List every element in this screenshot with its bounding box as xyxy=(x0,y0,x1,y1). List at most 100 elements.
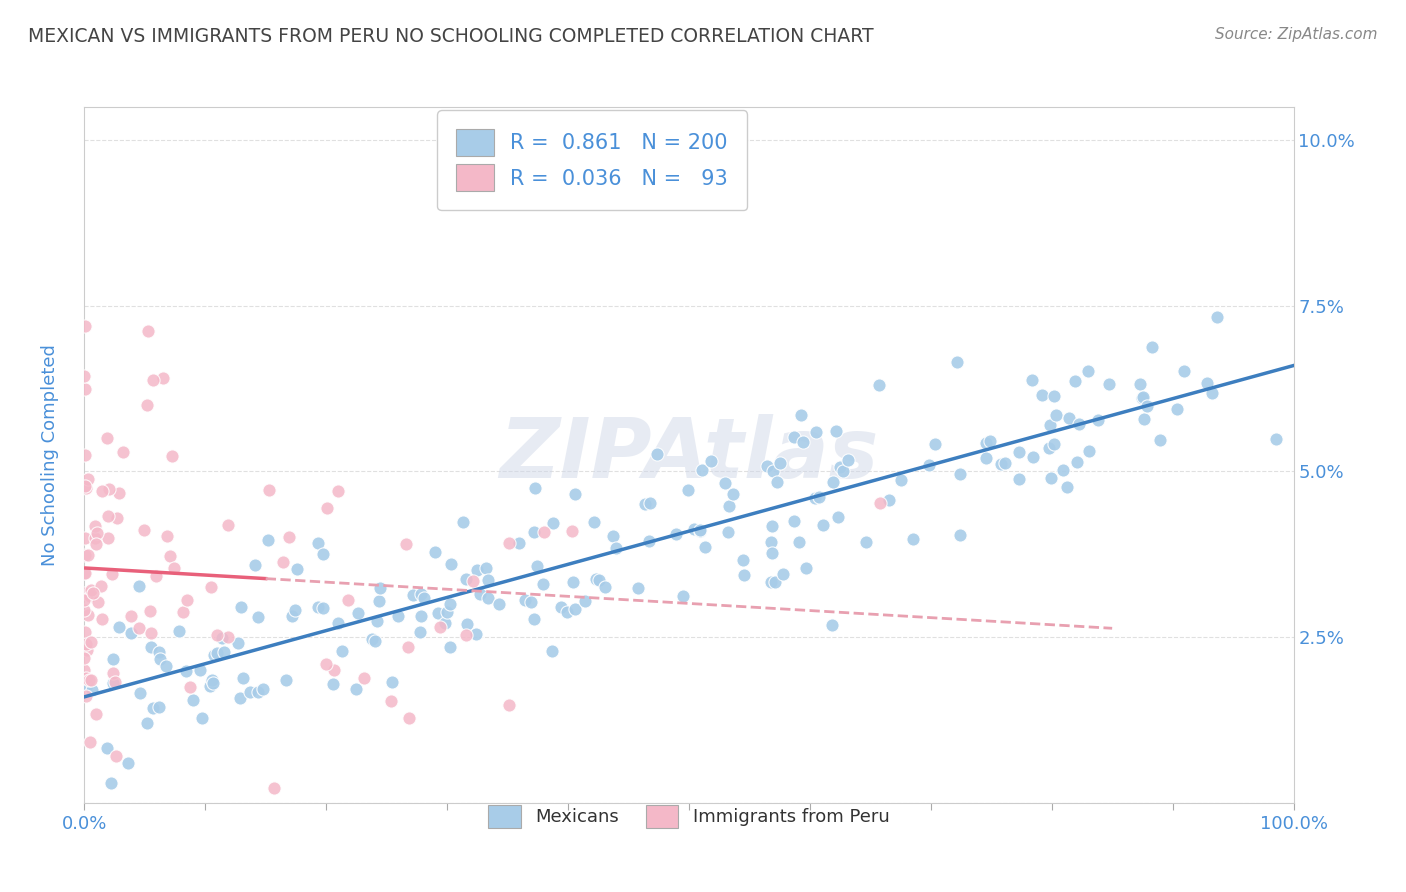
Point xyxy=(456,628,478,642)
Point xyxy=(821,475,844,489)
Point xyxy=(347,606,370,620)
Point xyxy=(380,694,402,708)
Point xyxy=(176,664,198,678)
Point xyxy=(638,534,661,549)
Point xyxy=(409,608,432,623)
Point xyxy=(366,614,388,628)
Point xyxy=(949,467,972,481)
Point xyxy=(101,652,124,666)
Point xyxy=(368,594,391,608)
Point xyxy=(183,693,205,707)
Point xyxy=(312,547,335,561)
Point xyxy=(557,605,579,619)
Point xyxy=(762,464,785,478)
Point xyxy=(75,548,97,562)
Point xyxy=(523,481,546,495)
Point xyxy=(1173,364,1195,378)
Point xyxy=(515,593,537,607)
Point xyxy=(90,612,112,626)
Point xyxy=(488,597,510,611)
Point xyxy=(243,558,266,573)
Point xyxy=(139,625,162,640)
Point xyxy=(84,518,107,533)
Point xyxy=(665,526,688,541)
Point xyxy=(100,776,122,790)
Point xyxy=(1066,455,1088,469)
Point xyxy=(152,371,174,385)
Point xyxy=(792,434,814,449)
Point xyxy=(689,523,711,537)
Point xyxy=(498,536,520,550)
Point xyxy=(117,756,139,770)
Point xyxy=(205,646,228,660)
Point xyxy=(212,645,235,659)
Point xyxy=(172,605,194,619)
Point xyxy=(436,605,458,619)
Point xyxy=(869,496,891,510)
Point xyxy=(257,483,280,498)
Point xyxy=(138,324,160,338)
Point xyxy=(311,601,333,615)
Point xyxy=(79,589,101,603)
Point xyxy=(86,525,108,540)
Point xyxy=(717,524,740,539)
Point xyxy=(811,518,834,533)
Point xyxy=(73,448,96,462)
Point xyxy=(831,464,853,478)
Point xyxy=(330,644,353,658)
Point xyxy=(80,673,103,687)
Point xyxy=(75,637,97,651)
Point xyxy=(602,529,624,543)
Point xyxy=(326,615,349,630)
Point xyxy=(477,573,499,587)
Point xyxy=(316,501,339,516)
Point xyxy=(1045,409,1067,423)
Point xyxy=(465,626,488,640)
Point xyxy=(128,621,150,635)
Point xyxy=(756,459,779,474)
Point xyxy=(508,535,530,549)
Point xyxy=(326,484,349,499)
Point xyxy=(772,566,794,581)
Point xyxy=(634,497,657,511)
Point xyxy=(75,624,97,639)
Point xyxy=(541,644,564,658)
Point xyxy=(523,612,546,626)
Point xyxy=(75,481,97,495)
Point xyxy=(73,593,96,607)
Point xyxy=(731,553,754,567)
Point xyxy=(789,535,811,549)
Point xyxy=(790,408,813,422)
Point xyxy=(1149,433,1171,447)
Y-axis label: No Schooling Completed: No Schooling Completed xyxy=(41,344,59,566)
Point xyxy=(426,606,449,620)
Point xyxy=(73,382,96,396)
Point xyxy=(84,707,107,722)
Point xyxy=(533,524,555,539)
Point xyxy=(1008,445,1031,459)
Point xyxy=(336,592,359,607)
Point xyxy=(398,711,420,725)
Point xyxy=(128,579,150,593)
Point xyxy=(163,561,186,575)
Point xyxy=(409,624,432,639)
Point xyxy=(353,671,375,685)
Text: Source: ZipAtlas.com: Source: ZipAtlas.com xyxy=(1215,27,1378,42)
Point xyxy=(890,474,912,488)
Point xyxy=(456,616,478,631)
Point xyxy=(804,491,827,505)
Point xyxy=(717,500,740,514)
Point xyxy=(425,545,447,559)
Point xyxy=(103,676,125,690)
Point xyxy=(76,678,98,692)
Point xyxy=(1142,340,1164,354)
Point xyxy=(176,592,198,607)
Point xyxy=(409,587,432,601)
Point xyxy=(769,456,792,470)
Point xyxy=(827,510,849,524)
Point xyxy=(284,603,307,617)
Point xyxy=(821,618,844,632)
Point xyxy=(1098,377,1121,392)
Point xyxy=(678,483,700,497)
Point xyxy=(73,566,96,580)
